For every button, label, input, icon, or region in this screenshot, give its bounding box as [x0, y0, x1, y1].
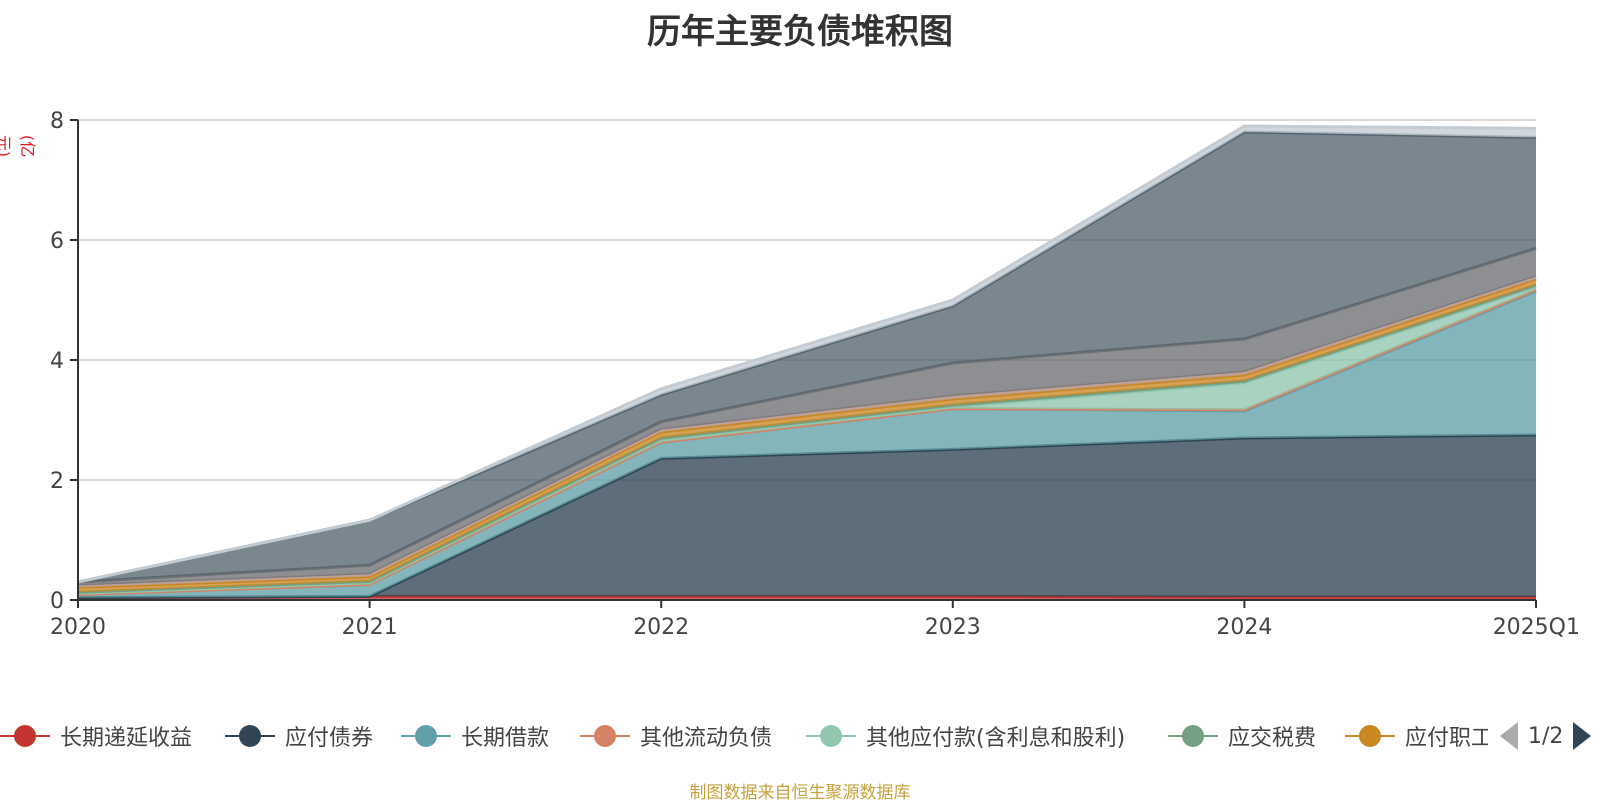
legend-marker-icon: [580, 724, 630, 748]
legend-label: 其他应付款(含利息和股利): [866, 726, 1126, 751]
legend-marker-dot: [239, 725, 261, 747]
legend-item-4[interactable]: 其他应付款(含利息和股利): [806, 716, 1125, 756]
legend-item-0[interactable]: 长期递延收益: [0, 716, 192, 756]
y-tick-label-0: 0: [50, 589, 64, 614]
legend-marker-icon: [225, 724, 275, 748]
chart-title: 历年主要负债堆积图: [647, 12, 953, 52]
x-tick-label-2: 2022: [633, 615, 689, 640]
legend-label: 应付职工薪酬: [1405, 726, 1488, 751]
legend-label: 长期借款: [461, 726, 550, 751]
legend-marker-icon: [0, 724, 50, 748]
legend-label: 应付债券: [285, 726, 374, 751]
y-tick-label-3: 6: [50, 229, 64, 254]
area-series-1: [78, 435, 1536, 598]
line-series-10: [77, 124, 1537, 584]
legend-marker-icon: [806, 724, 856, 748]
legend-item-5[interactable]: 应交税费: [1168, 716, 1316, 756]
legend-item-6[interactable]: 应付职工薪酬: [1345, 716, 1488, 756]
legend-prev-page-icon[interactable]: [1500, 722, 1518, 750]
legend-marker-dot: [820, 725, 842, 747]
x-tick-label-3: 2023: [925, 615, 981, 640]
legend-page-indicator: 1/2: [1528, 723, 1564, 749]
legend-marker-icon: [401, 724, 451, 748]
x-tick-label-5: 2025Q1: [1493, 615, 1580, 640]
area-series-2: [78, 291, 1536, 598]
x-tick-label-4: 2024: [1216, 615, 1272, 640]
legend-pager: 1/2: [1500, 716, 1600, 756]
legend-item-1[interactable]: 应付债券: [225, 716, 373, 756]
legend-marker-dot: [594, 725, 616, 747]
legend-item-2[interactable]: 长期借款: [401, 716, 549, 756]
legend-marker-dot: [415, 725, 437, 747]
x-tick-label-0: 2020: [50, 615, 106, 640]
legend-marker-icon: [1345, 724, 1395, 748]
x-tick-label-1: 2021: [342, 615, 398, 640]
legend: 长期递延收益 应付债券 长期借款 其他流动负债 其他应付款(含利息和股利) 应交税费 应付职…: [0, 716, 1600, 756]
legend-label: 其他流动负债: [640, 726, 773, 751]
data-source-note: 制图数据来自恒生聚源数据库: [689, 783, 911, 803]
area-series-9: [78, 132, 1536, 582]
legend-next-page-icon[interactable]: [1573, 722, 1592, 750]
legend-label: 长期递延收益: [60, 726, 193, 751]
legend-marker-icon: [1168, 724, 1218, 748]
y-tick-label-1: 2: [50, 469, 64, 494]
legend-items: 长期递延收益 应付债券 长期借款 其他流动负债 其他应付款(含利息和股利) 应交税费 应付职…: [0, 716, 1488, 756]
legend-marker-dot: [1359, 725, 1381, 747]
y-tick-label-4: 8: [50, 109, 64, 134]
stacked-area-chart: 0 2 4 6 8 2020 2021 2022 2023 2024 2025Q1: [50, 109, 1580, 640]
legend-marker-dot: [1182, 725, 1204, 747]
legend-item-3[interactable]: 其他流动负债: [580, 716, 772, 756]
legend-label: 应交税费: [1228, 726, 1317, 751]
y-tick-label-2: 4: [50, 349, 64, 374]
legend-marker-dot: [14, 725, 36, 747]
